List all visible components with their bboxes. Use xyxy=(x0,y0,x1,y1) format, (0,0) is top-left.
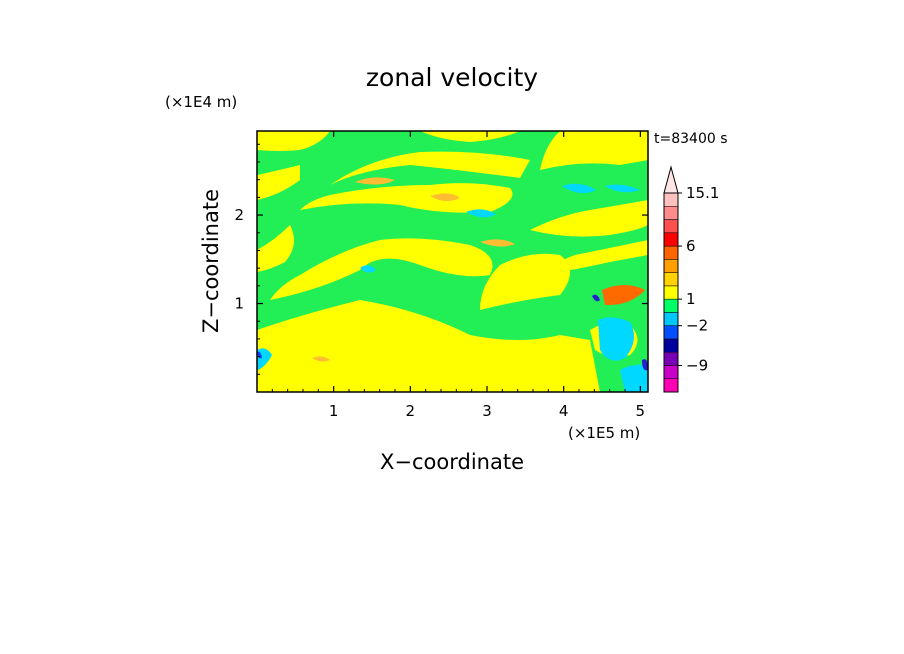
y-axis: 12 xyxy=(234,143,648,375)
colorbar-segment xyxy=(663,378,679,393)
contour-field xyxy=(257,131,648,392)
time-label: t=83400 s xyxy=(654,131,728,147)
colorbar-label: 15.1 xyxy=(686,184,719,202)
colorbar-segment xyxy=(663,351,679,366)
x-axis-label: X−coordinate xyxy=(380,450,524,474)
x-tick-label: 5 xyxy=(636,402,646,420)
colorbar-segment xyxy=(663,365,679,379)
chart-title: zonal velocity xyxy=(366,63,538,92)
negative-regions xyxy=(257,183,648,392)
colorbar-segment xyxy=(663,232,679,247)
y-scale-label: (×1E4 m) xyxy=(165,93,237,111)
x-axis: 1 2 3 4 5 xyxy=(271,131,646,420)
x-tick-label: 2 xyxy=(406,402,416,420)
colorbar-segment xyxy=(663,338,679,353)
colorbar-label: 1 xyxy=(686,290,696,308)
x-scale-label: (×1E5 m) xyxy=(568,424,640,442)
colorbar-segment xyxy=(663,272,679,287)
colorbar-segment xyxy=(663,219,679,234)
colorbar-frame xyxy=(663,192,679,393)
colorbar-segment xyxy=(663,259,679,273)
plot-frame xyxy=(256,130,649,393)
colorbar-label: −2 xyxy=(686,317,708,335)
colorbar: −9 −2 1 6 15.1 xyxy=(663,165,719,393)
y-axis-label: Z−coordinate xyxy=(199,189,223,333)
colorbar-segment xyxy=(663,206,679,220)
colorbar-segment xyxy=(663,285,679,300)
colorbar-label: −9 xyxy=(686,356,708,374)
colorbar-segment xyxy=(663,298,679,313)
colorbar-segment xyxy=(663,325,679,340)
x-tick-label: 3 xyxy=(482,402,492,420)
warm-regions xyxy=(312,177,515,362)
y-tick-label: 1 xyxy=(234,295,244,313)
extreme-regions xyxy=(257,285,648,371)
x-tick-label: 1 xyxy=(329,402,339,420)
colorbar-extend-arrow xyxy=(663,165,679,194)
colorbar-segment xyxy=(663,245,679,260)
colorbar-segment xyxy=(663,192,679,207)
positive-regions xyxy=(257,131,648,392)
colorbar-label: 6 xyxy=(686,237,696,255)
x-tick-label: 4 xyxy=(559,402,569,420)
y-tick-label: 2 xyxy=(234,206,244,224)
colorbar-segment xyxy=(663,312,679,326)
